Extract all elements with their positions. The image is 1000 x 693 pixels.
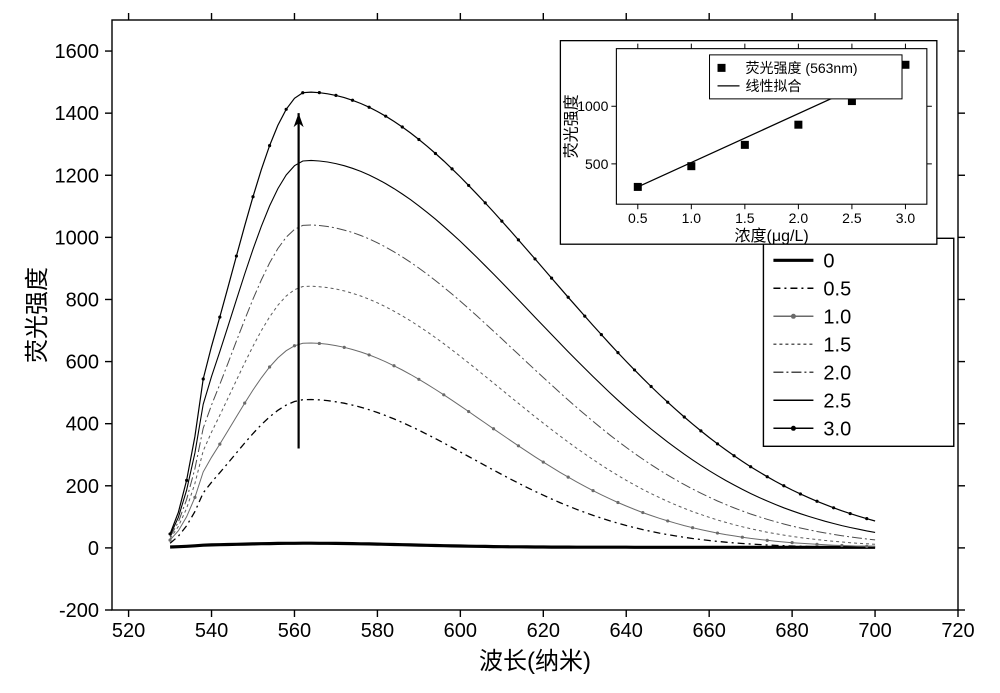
svg-text:3.0: 3.0 bbox=[896, 210, 916, 226]
svg-text:0.5: 0.5 bbox=[628, 210, 648, 226]
svg-text:波长(纳米): 波长(纳米) bbox=[479, 648, 591, 675]
svg-text:620: 620 bbox=[527, 620, 560, 642]
svg-text:580: 580 bbox=[361, 620, 394, 642]
svg-text:600: 600 bbox=[444, 620, 477, 642]
svg-text:520: 520 bbox=[112, 620, 145, 642]
svg-text:浓度(μg/L): 浓度(μg/L) bbox=[735, 227, 809, 245]
svg-text:640: 640 bbox=[610, 620, 643, 642]
svg-text:1400: 1400 bbox=[55, 103, 100, 125]
svg-text:400: 400 bbox=[66, 414, 99, 436]
svg-text:200: 200 bbox=[66, 476, 99, 498]
svg-text:800: 800 bbox=[66, 289, 99, 311]
svg-text:1000: 1000 bbox=[55, 227, 100, 249]
svg-text:560: 560 bbox=[278, 620, 311, 642]
svg-text:0: 0 bbox=[823, 250, 834, 272]
svg-text:3.0: 3.0 bbox=[823, 418, 851, 440]
svg-text:600: 600 bbox=[66, 352, 99, 374]
svg-text:1.5: 1.5 bbox=[823, 334, 851, 356]
svg-text:540: 540 bbox=[195, 620, 228, 642]
svg-text:0: 0 bbox=[88, 538, 99, 560]
svg-text:-200: -200 bbox=[59, 600, 99, 622]
svg-text:1.5: 1.5 bbox=[735, 210, 755, 226]
chart-svg: 520 540 560 580 600 620 640 660 680 700 720 -200 0 20… bbox=[0, 0, 1000, 693]
svg-text:1.0: 1.0 bbox=[682, 210, 702, 226]
svg-text:1.0: 1.0 bbox=[823, 306, 851, 328]
svg-text:1200: 1200 bbox=[55, 165, 100, 187]
svg-text:720: 720 bbox=[941, 620, 974, 642]
svg-text:700: 700 bbox=[858, 620, 891, 642]
svg-text:680: 680 bbox=[775, 620, 808, 642]
svg-text:荧光强度: 荧光强度 bbox=[24, 267, 51, 363]
svg-text:荧光强度: 荧光强度 bbox=[562, 94, 580, 158]
svg-text:2.0: 2.0 bbox=[823, 362, 851, 384]
svg-text:2.5: 2.5 bbox=[842, 210, 862, 226]
svg-text:2.0: 2.0 bbox=[789, 210, 809, 226]
svg-text:0.5: 0.5 bbox=[823, 278, 851, 300]
svg-text:2.5: 2.5 bbox=[823, 390, 851, 412]
svg-text:660: 660 bbox=[692, 620, 725, 642]
svg-text:1600: 1600 bbox=[55, 41, 100, 63]
figure-root: 520 540 560 580 600 620 640 660 680 700 720 -200 0 20… bbox=[0, 0, 1000, 693]
svg-text:荧光强度 (563nm): 荧光强度 (563nm) bbox=[746, 60, 858, 76]
svg-text:500: 500 bbox=[585, 156, 609, 172]
svg-text:线性拟合: 线性拟合 bbox=[746, 78, 802, 94]
svg-text:1000: 1000 bbox=[577, 98, 608, 114]
